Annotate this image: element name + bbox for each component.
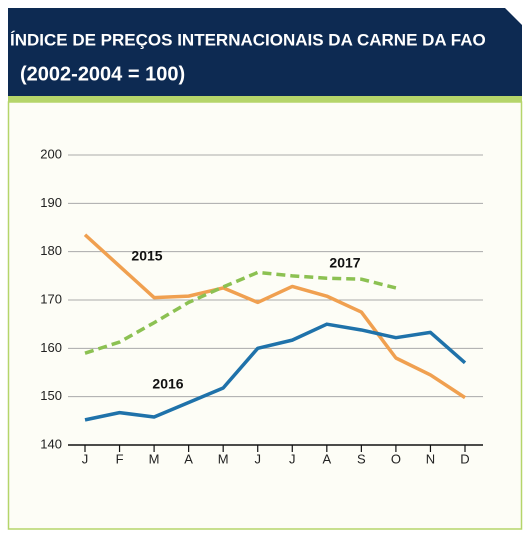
x-tick-label: A xyxy=(184,451,193,466)
series-line xyxy=(83,233,466,400)
x-tick-label: J xyxy=(289,451,296,466)
chart-frame xyxy=(7,101,523,530)
y-tick-label: 150 xyxy=(40,388,62,403)
series-line xyxy=(84,270,397,355)
x-tick-label: J xyxy=(254,451,261,466)
x-tick-label: F xyxy=(116,451,124,466)
x-tick-label: A xyxy=(322,451,331,466)
x-tick-label: S xyxy=(357,451,366,466)
y-tick-label: 200 xyxy=(40,146,62,161)
x-tick-label: M xyxy=(218,451,229,466)
series-label: 2017 xyxy=(329,255,360,271)
x-tick-label: M xyxy=(149,451,160,466)
header-background xyxy=(8,8,522,96)
y-tick-label: 160 xyxy=(40,340,62,355)
x-tick-label: D xyxy=(460,451,469,466)
chart-subtitle: (2002-2004 = 100) xyxy=(20,63,185,85)
series-label: 2016 xyxy=(152,376,183,392)
x-tick-label: J xyxy=(82,451,89,466)
y-tick-label: 180 xyxy=(40,243,62,258)
series-line xyxy=(84,322,467,422)
y-tick-label: 170 xyxy=(40,291,62,306)
x-tick-label: N xyxy=(426,451,435,466)
series-label: 2015 xyxy=(131,248,162,264)
y-tick-label: 190 xyxy=(40,195,62,210)
header-rule xyxy=(8,96,522,102)
chart-title: ÍNDICE DE PREÇOS INTERNACIONAIS DA CARNE… xyxy=(10,30,486,49)
x-tick-label: O xyxy=(391,451,401,466)
y-tick-label: 140 xyxy=(40,436,62,451)
